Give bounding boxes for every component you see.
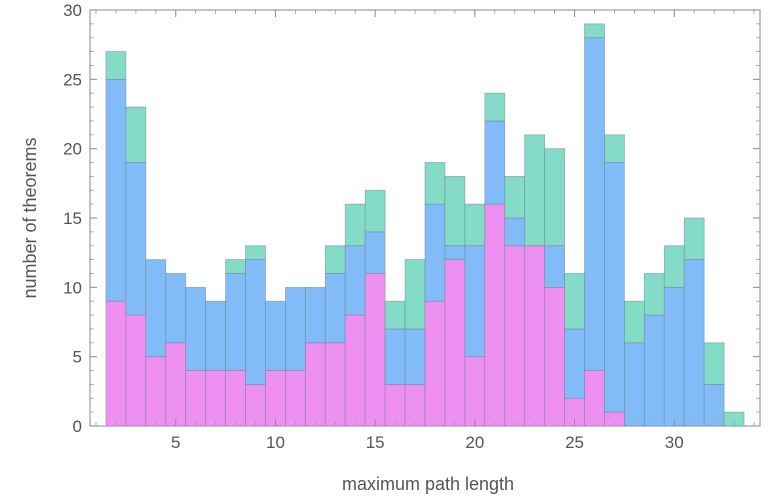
bar-teal-x9 — [245, 245, 266, 260]
bar-teal-x24 — [544, 148, 565, 247]
bar-blue-x8 — [225, 273, 246, 371]
y-tick-label-5: 5 — [73, 348, 82, 367]
bar-blue-x18 — [424, 203, 446, 302]
bar-pink-x14 — [344, 314, 366, 427]
bar-teal-x22 — [504, 175, 526, 219]
bar-blue-x24 — [544, 245, 565, 288]
x-tick-label-30: 30 — [665, 433, 684, 452]
bar-pink-x24 — [544, 286, 565, 427]
bar-blue-x21 — [484, 120, 506, 205]
bar-blue-x32 — [703, 383, 725, 427]
bar-pink-x11 — [285, 370, 306, 427]
y-tick-label-15: 15 — [63, 209, 82, 228]
bar-blue-x17 — [404, 328, 426, 385]
bar-pink-x4 — [145, 356, 167, 427]
bar-teal-x29 — [643, 273, 665, 316]
ticks-layer: 5 10 15 20 25 30 0 5 10 15 20 25 30 — [63, 1, 760, 452]
y-tick-label-30: 30 — [63, 1, 82, 20]
bar-pink-x6 — [185, 370, 207, 427]
y-axis-title: number of theorems — [20, 137, 40, 298]
bar-blue-x6 — [185, 286, 207, 371]
y-tick-label-10: 10 — [63, 278, 82, 297]
bar-blue-x9 — [245, 259, 266, 385]
bar-blue-x10 — [265, 300, 286, 371]
bar-teal-x26 — [584, 23, 605, 39]
x-tick-label-15: 15 — [366, 433, 385, 452]
bar-pink-x13 — [324, 342, 346, 427]
bar-blue-x22 — [504, 217, 526, 247]
bar-pink-x2 — [105, 300, 127, 427]
bar-blue-x15 — [364, 231, 386, 274]
bar-blue-x28 — [624, 342, 645, 427]
bar-teal-x32 — [703, 342, 725, 385]
bar-teal-x20 — [464, 203, 486, 247]
bar-pink-x18 — [424, 300, 446, 427]
bar-teal-x19 — [444, 175, 466, 247]
bar-teal-x13 — [324, 245, 346, 274]
bar-teal-x23 — [524, 134, 546, 247]
bar-pink-x19 — [444, 259, 466, 427]
bar-teal-x3 — [125, 106, 147, 163]
bar-pink-x15 — [364, 273, 386, 427]
bar-blue-x31 — [683, 259, 705, 427]
bar-teal-x8 — [225, 259, 246, 274]
bar-pink-x26 — [584, 370, 605, 427]
bar-teal-x27 — [604, 134, 625, 163]
bar-teal-x16 — [384, 300, 406, 330]
bar-teal-x17 — [404, 259, 426, 330]
bar-blue-x19 — [444, 245, 466, 260]
bar-blue-x16 — [384, 328, 406, 385]
y-tick-label-20: 20 — [63, 140, 82, 159]
bar-blue-x25 — [564, 328, 585, 399]
bar-blue-x14 — [344, 245, 366, 316]
bar-pink-x3 — [125, 314, 147, 427]
bar-pink-x12 — [304, 342, 326, 427]
bar-blue-x2 — [105, 78, 127, 302]
bar-pink-x5 — [165, 342, 187, 427]
bar-blue-x3 — [125, 162, 147, 316]
x-tick-label-25: 25 — [565, 433, 584, 452]
bar-pink-x9 — [245, 383, 266, 427]
x-tick-label-10: 10 — [266, 433, 285, 452]
bar-teal-x25 — [564, 273, 585, 330]
bar-blue-x12 — [304, 286, 326, 344]
bars-layer — [105, 23, 745, 427]
bar-blue-x29 — [643, 314, 665, 427]
bar-blue-x5 — [165, 273, 187, 344]
bar-blue-x13 — [324, 273, 346, 344]
bar-teal-x21 — [484, 92, 506, 122]
bar-teal-x31 — [683, 217, 705, 260]
bar-pink-x7 — [205, 370, 226, 427]
x-tick-label-20: 20 — [465, 433, 484, 452]
bar-teal-x18 — [424, 162, 446, 205]
bar-pink-x8 — [225, 370, 246, 427]
bar-blue-x20 — [464, 245, 486, 358]
bar-blue-x4 — [145, 259, 167, 358]
bar-blue-x30 — [663, 286, 685, 427]
bar-blue-x27 — [604, 162, 625, 413]
bar-pink-x20 — [464, 356, 486, 427]
bar-pink-x21 — [484, 203, 506, 427]
bar-pink-x23 — [524, 245, 546, 427]
x-tick-label-5: 5 — [171, 433, 180, 452]
bar-teal-x30 — [663, 245, 685, 288]
x-axis-title: maximum path length — [342, 474, 514, 494]
bar-pink-x10 — [265, 370, 286, 427]
y-tick-label-25: 25 — [63, 70, 82, 89]
bar-teal-x14 — [344, 203, 366, 247]
bar-teal-x15 — [364, 189, 386, 233]
bar-pink-x16 — [384, 383, 406, 427]
bar-blue-x26 — [584, 37, 605, 371]
y-tick-label-0: 0 — [73, 417, 82, 436]
bar-blue-x7 — [205, 300, 226, 371]
bar-pink-x22 — [504, 245, 526, 427]
bar-pink-x17 — [404, 383, 426, 427]
bar-teal-x28 — [624, 300, 645, 344]
bar-blue-x11 — [285, 286, 306, 371]
bar-teal-x2 — [105, 51, 127, 80]
